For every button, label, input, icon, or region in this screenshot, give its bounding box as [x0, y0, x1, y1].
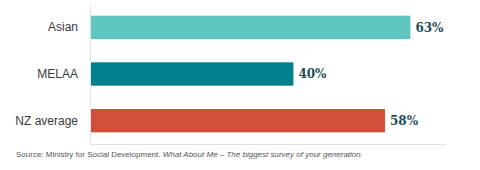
- y-axis: Asian MELAA NZ average: [15, 5, 90, 145]
- y-axis-line: [90, 5, 91, 145]
- bars: [90, 16, 410, 133]
- category-label: Asian: [48, 20, 78, 34]
- source-text: Source: Ministry for Social Development.: [16, 150, 163, 159]
- category-label: NZ average: [15, 114, 78, 128]
- bar: [90, 16, 410, 39]
- data-labels: 63% 40% 58%: [298, 21, 444, 128]
- data-label: 63%: [415, 21, 444, 35]
- x-axis-line: [91, 144, 447, 145]
- source: Source: Ministry for Social Development.…: [16, 150, 363, 159]
- category-label: MELAA: [37, 67, 78, 81]
- source-title: What About Me – The biggest survey of yo…: [163, 150, 363, 159]
- x-axis: [91, 144, 447, 145]
- y-tick: MELAA: [37, 67, 78, 81]
- chart: Asian MELAA NZ average 63% 40% 58% Source: Min…: [0, 0, 480, 170]
- y-tick: Asian: [48, 20, 78, 34]
- bar: [90, 62, 293, 85]
- y-tick: NZ average: [15, 114, 78, 128]
- data-label: 58%: [390, 114, 419, 128]
- data-label: 40%: [298, 67, 327, 81]
- bar: [90, 109, 385, 132]
